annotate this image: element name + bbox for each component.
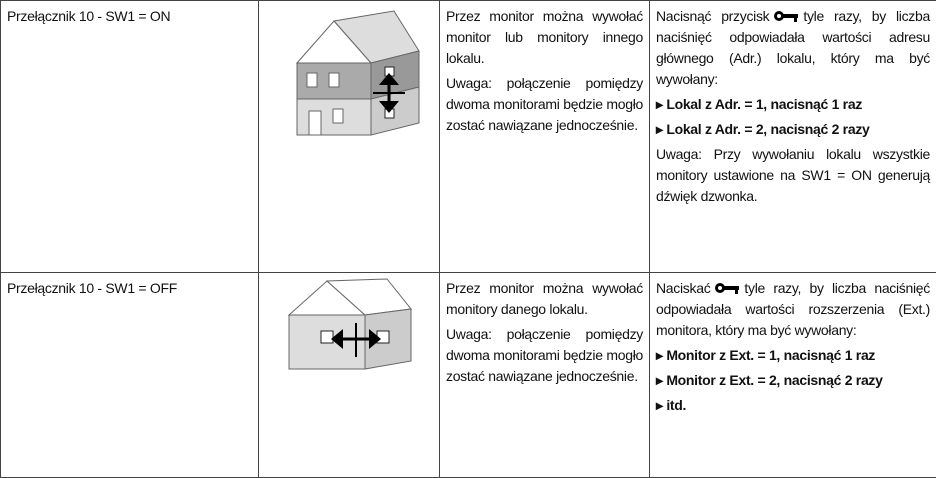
paragraph: Uwaga: połączenie pomiędzy dwoma monitor… <box>446 324 643 387</box>
paragraph: Przez monitor można wywołać monitor lub … <box>446 6 643 69</box>
house-one-floor <box>259 273 440 383</box>
setting-cell: Przełącznik 10 - SW1 = ON <box>1 1 259 273</box>
list-item: ▸ Monitor z Ext. = 2, nacisnąć 2 razy <box>656 370 930 391</box>
image-cell <box>259 273 440 478</box>
setting: Przełącznik 10 - SW1 = OFF <box>7 280 177 296</box>
description-cell: Przez monitor można wywołać monitor lub … <box>440 1 650 273</box>
setting-cell: Przełącznik 10 - SW1 = OFF <box>1 273 259 478</box>
table-row: Przełącznik 10 - SW1 = OFF Przez monitor… <box>1 273 936 478</box>
setting: Przełącznik 10 - SW1 = ON <box>7 8 170 24</box>
list-item: ▸ Monitor z Ext. = 1, nacisnąć 1 raz <box>656 345 930 366</box>
paragraph: Przez monitor można wywołać monitory dan… <box>446 278 643 320</box>
list-item: ▸ Lokal z Adr. = 2, nacisnąć 2 razy <box>656 119 930 140</box>
key-icon <box>714 282 740 294</box>
note: Uwaga: Przy wywołaniu lokalu wszystkie m… <box>656 144 930 207</box>
description-cell: Przez monitor można wywołać monitory dan… <box>440 273 650 478</box>
text: Nacisnąć przycisk <box>656 8 769 24</box>
image-cell <box>259 1 440 273</box>
list-item: ▸ Lokal z Adr. = 1, nacisnąć 1 raz <box>656 94 930 115</box>
list-item: ▸ itd. <box>656 395 930 416</box>
text: Naciskać <box>656 280 710 296</box>
table-row: Przełącznik 10 - SW1 = ON Przez monitor … <box>1 1 936 273</box>
key-icon <box>773 10 799 22</box>
paragraph: Uwaga: połączenie pomiędzy dwoma monitor… <box>446 73 643 136</box>
house-two-floors <box>259 1 440 141</box>
